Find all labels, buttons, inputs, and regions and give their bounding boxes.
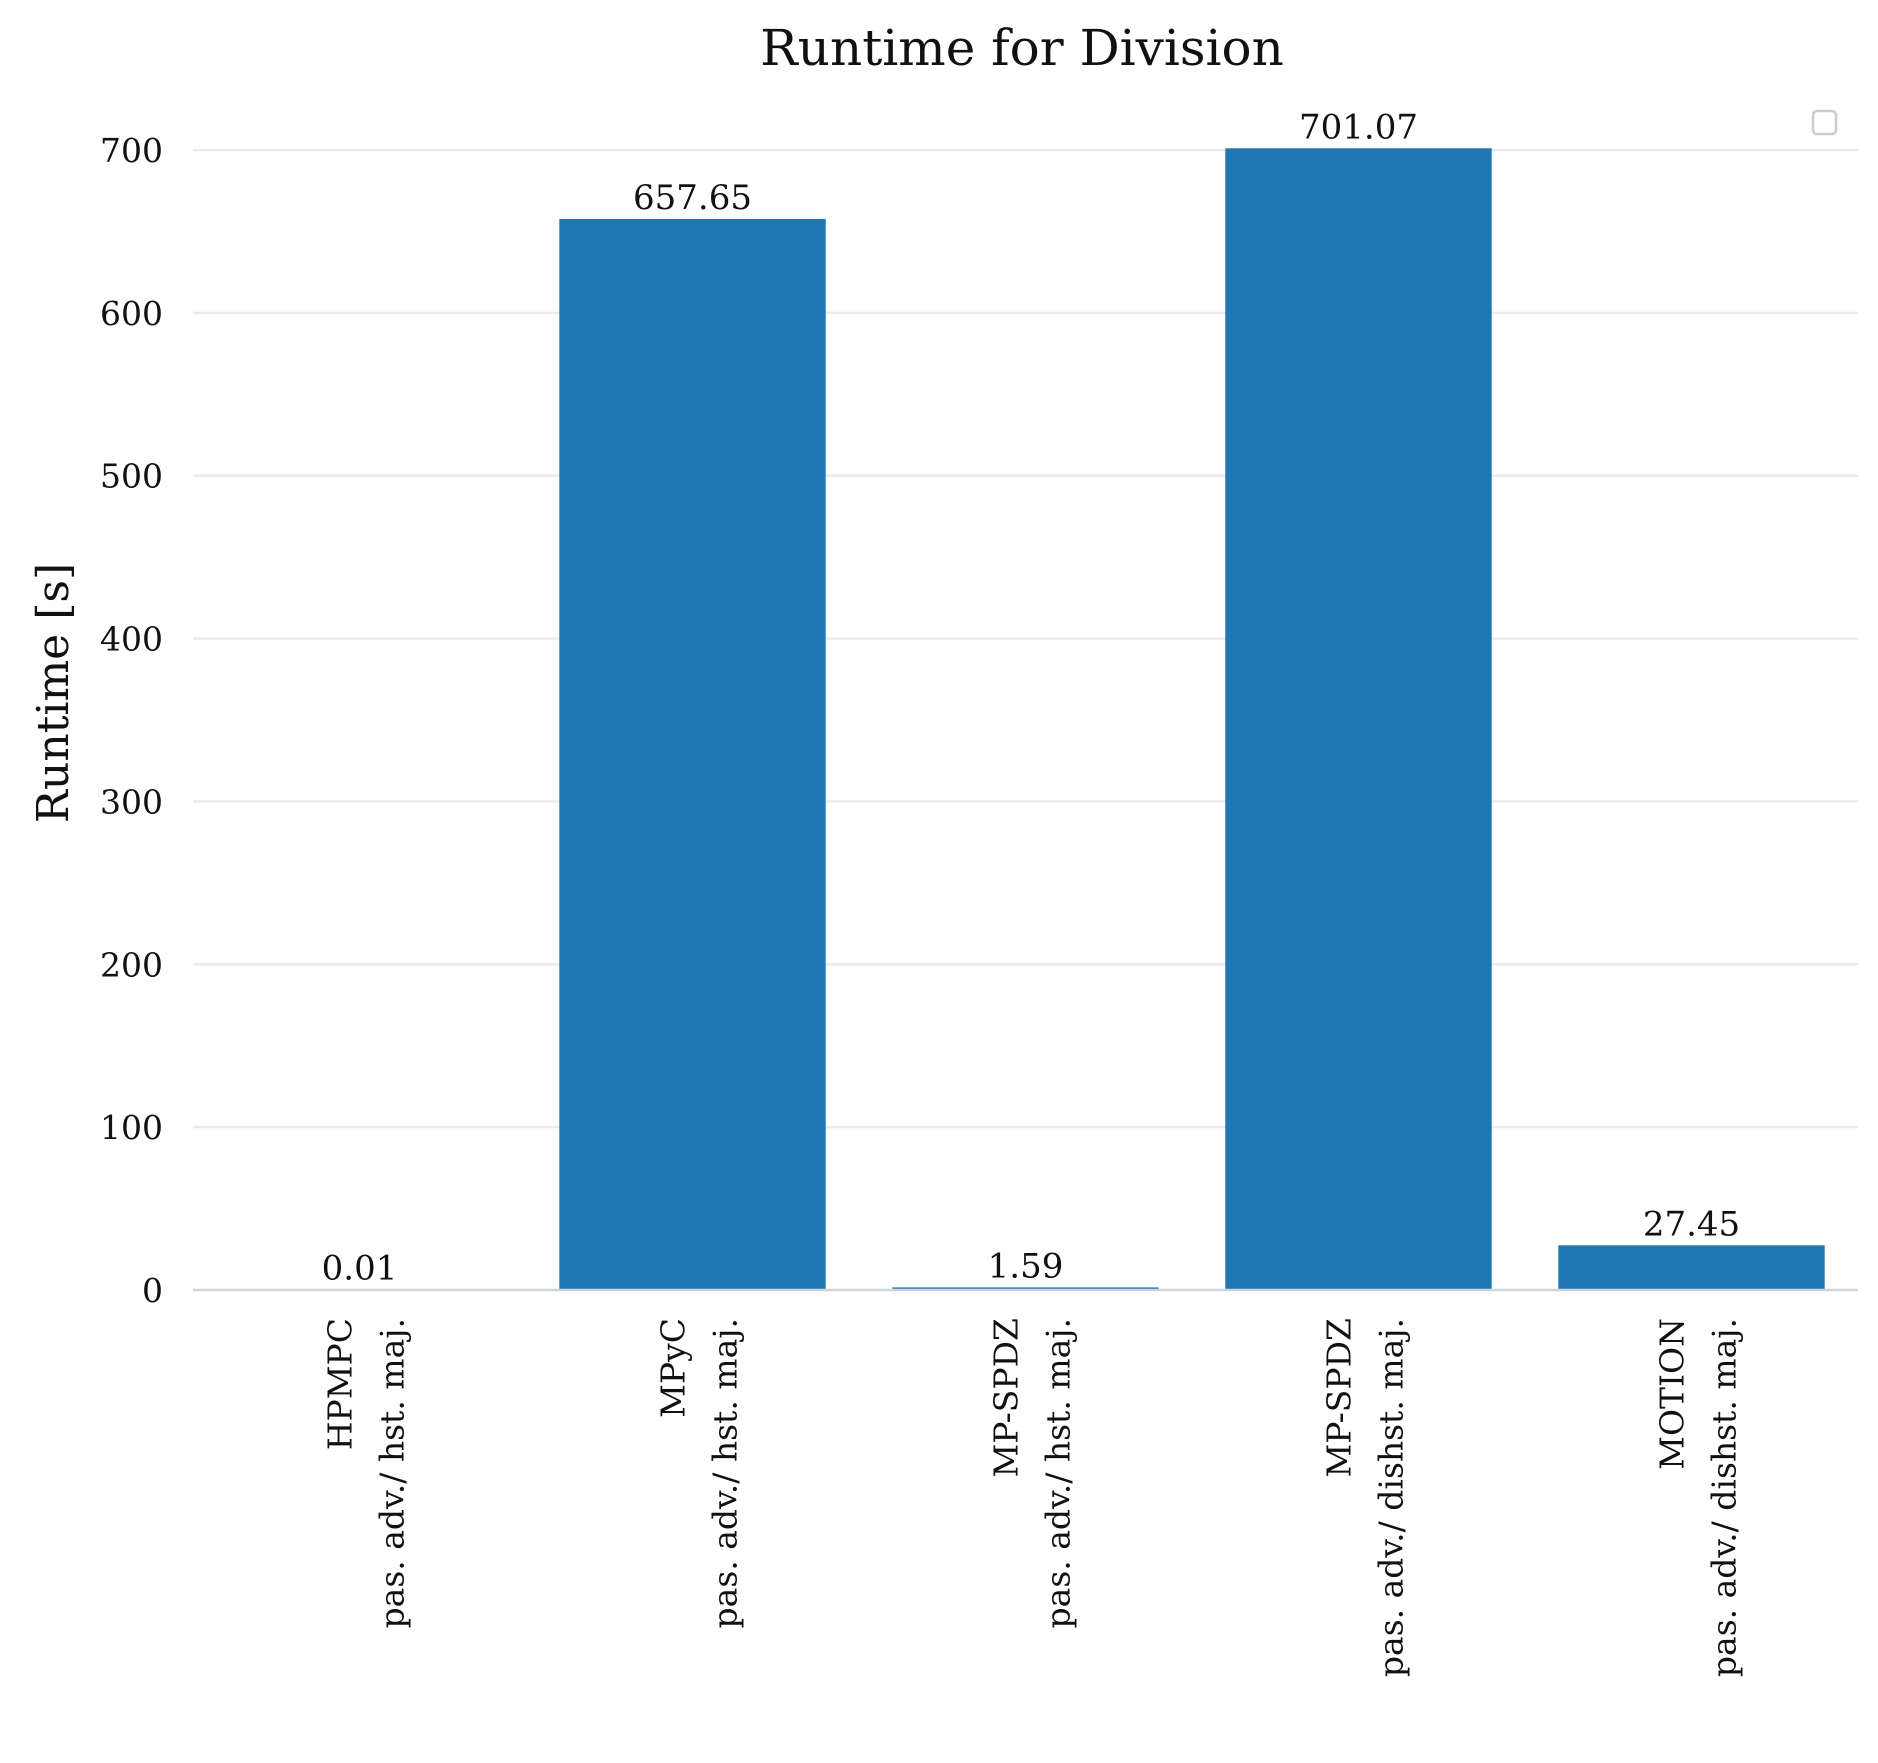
bar-value-label: 0.01 bbox=[322, 1248, 398, 1288]
y-tick-labels: 0 100 200 300 400 500 600 700 bbox=[100, 131, 163, 1310]
x-tick-label-name: MOTION bbox=[1653, 1318, 1692, 1470]
y-tick-label: 500 bbox=[100, 457, 163, 496]
value-labels: 0.01 657.65 1.59 701.07 27.45 bbox=[322, 107, 1741, 1288]
y-tick-label: 100 bbox=[100, 1108, 163, 1147]
x-tick-label-name: MP-SPDZ bbox=[987, 1318, 1026, 1478]
x-tick-labels: HPMPC pas. adv./ hst. maj. MPyC pas. adv./ … bbox=[321, 1318, 1744, 1677]
bar bbox=[559, 218, 826, 1291]
x-tick-label-setting: pas. adv./ hst. maj. bbox=[706, 1318, 745, 1628]
bar bbox=[892, 1287, 1159, 1290]
x-tick-label-name: MPyC bbox=[654, 1318, 693, 1418]
legend-box bbox=[1811, 109, 1838, 136]
y-tick-label: 200 bbox=[100, 945, 163, 984]
bar-value-label: 701.07 bbox=[1299, 107, 1418, 147]
x-tick-label-setting: pas. adv./ hst. maj. bbox=[373, 1318, 412, 1628]
chart-title: Runtime for Division bbox=[760, 19, 1284, 77]
x-tick-label-setting: pas. adv./ dishst. maj. bbox=[1372, 1318, 1411, 1677]
x-tick-label-name: HPMPC bbox=[321, 1318, 360, 1450]
y-tick-label: 700 bbox=[100, 131, 163, 170]
bar bbox=[1558, 1245, 1825, 1290]
bar-value-label: 27.45 bbox=[1643, 1204, 1740, 1244]
y-axis-label: Runtime [s] bbox=[28, 563, 79, 823]
y-tick-label: 400 bbox=[100, 620, 163, 659]
x-tick-label-setting: pas. adv./ dishst. maj. bbox=[1705, 1318, 1744, 1677]
x-tick-label-setting: pas. adv./ hst. maj. bbox=[1039, 1318, 1078, 1628]
bars bbox=[226, 148, 1825, 1291]
gridlines bbox=[193, 148, 1858, 1129]
bar bbox=[1225, 148, 1492, 1290]
bar-value-label: 657.65 bbox=[633, 178, 752, 218]
y-tick-label: 600 bbox=[100, 294, 163, 333]
bar-value-label: 1.59 bbox=[988, 1246, 1064, 1286]
x-tick-label-name: MP-SPDZ bbox=[1320, 1318, 1359, 1478]
y-tick-label: 300 bbox=[100, 782, 163, 821]
y-tick-label: 0 bbox=[142, 1271, 163, 1310]
